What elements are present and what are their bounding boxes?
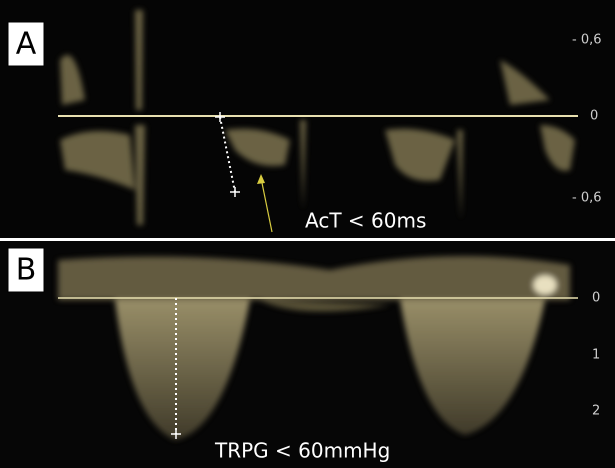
- scale-label: 2: [592, 404, 600, 419]
- scale-label: 0: [592, 291, 600, 306]
- panel-label: A: [16, 27, 37, 62]
- label-box: [7, 21, 45, 67]
- annotation: TRPG < 60mmHg: [214, 439, 390, 463]
- scale-label: 0: [590, 109, 598, 124]
- arrow-head: [257, 174, 265, 184]
- arrow: [260, 177, 273, 233]
- panel-b: B 0 1 2 TRPG < 60mmHg: [0, 241, 615, 468]
- scale-label: - 0,6: [572, 33, 602, 48]
- scale-label: 1: [592, 348, 600, 363]
- panel-label: B: [16, 253, 37, 288]
- panel-background: [0, 0, 615, 238]
- scale-label: - 0,6: [572, 191, 602, 206]
- spectrum: [58, 256, 570, 440]
- spectrum: [60, 10, 575, 225]
- cursor: [215, 112, 240, 197]
- label-box: [7, 247, 45, 293]
- cursor: [171, 429, 181, 439]
- panel-a: A - 0,6 0 - 0,6 AcT < 60ms: [0, 0, 615, 238]
- annotation: AcT < 60ms: [305, 209, 426, 233]
